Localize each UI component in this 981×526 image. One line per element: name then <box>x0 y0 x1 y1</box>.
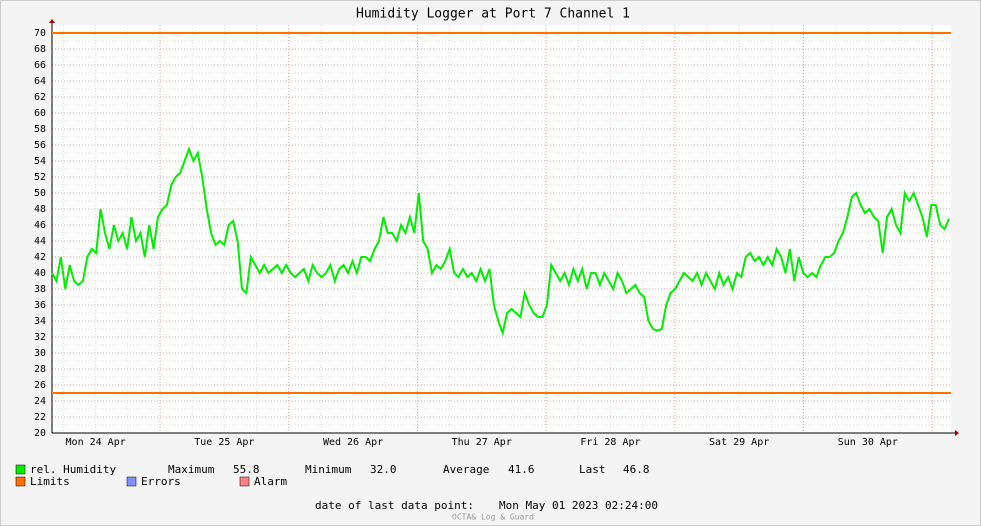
watermark: OCTA& Log & Guard <box>452 513 534 522</box>
x-tick-label: Fri 28 Apr <box>580 437 640 448</box>
y-tick-label: 44 <box>34 236 46 247</box>
y-tick-label: 22 <box>34 412 46 423</box>
legend-label: Alarm <box>254 475 287 488</box>
stat-value: 32.0 <box>370 463 397 476</box>
y-tick-label: 56 <box>34 140 46 151</box>
axis-arrow <box>49 19 55 23</box>
y-tick-label: 48 <box>34 204 46 215</box>
y-tick-label: 24 <box>34 396 46 407</box>
legend-swatch <box>15 464 26 475</box>
legend-swatch <box>239 476 250 487</box>
y-tick-label: 36 <box>34 300 46 311</box>
legend-label: Limits <box>30 475 70 488</box>
y-tick-label: 54 <box>34 156 46 167</box>
stat-name: Average <box>443 463 489 476</box>
plot-area <box>52 25 951 433</box>
y-tick-label: 70 <box>34 28 46 39</box>
y-tick-label: 50 <box>34 188 46 199</box>
x-tick-label: Thu 27 Apr <box>452 437 512 448</box>
y-tick-label: 64 <box>34 76 46 87</box>
y-tick-label: 62 <box>34 92 46 103</box>
stat-value: 55.8 <box>233 463 260 476</box>
stat-name: Minimum <box>305 463 352 476</box>
x-tick-label: Mon 24 Apr <box>66 437 126 448</box>
footer-date: Mon May 01 2023 02:24:00 <box>499 499 658 512</box>
x-tick-label: Sat 29 Apr <box>709 437 769 448</box>
x-tick-label: Sun 30 Apr <box>838 437 898 448</box>
legend-swatch <box>126 476 137 487</box>
y-tick-label: 26 <box>34 380 46 391</box>
y-tick-label: 68 <box>34 44 46 55</box>
data-line <box>51 146 950 337</box>
legend-label: rel. Humidity <box>30 463 116 476</box>
stat-value: 46.8 <box>623 463 650 476</box>
chart-title: Humidity Logger at Port 7 Channel 1 <box>356 7 630 22</box>
y-tick-label: 40 <box>34 268 46 279</box>
y-tick-label: 60 <box>34 108 46 119</box>
y-tick-label: 66 <box>34 60 46 71</box>
y-tick-label: 58 <box>34 124 46 135</box>
y-tick-label: 52 <box>34 172 46 183</box>
y-tick-label: 46 <box>34 220 46 231</box>
axis-arrow <box>955 430 959 436</box>
y-tick-label: 20 <box>34 428 46 439</box>
y-tick-label: 30 <box>34 348 46 359</box>
y-tick-label: 34 <box>34 316 46 327</box>
stat-name: Maximum <box>168 463 215 476</box>
y-tick-label: 28 <box>34 364 46 375</box>
footer-label: date of last data point: <box>315 499 474 512</box>
y-tick-label: 42 <box>34 252 46 263</box>
y-tick-label: 32 <box>34 332 46 343</box>
stat-name: Last <box>579 463 606 476</box>
x-tick-label: Wed 26 Apr <box>323 437 383 448</box>
y-tick-label: 38 <box>34 284 46 295</box>
legend-swatch <box>15 476 26 487</box>
stat-value: 41.6 <box>508 463 535 476</box>
x-tick-label: Tue 25 Apr <box>194 437 254 448</box>
legend-label: Errors <box>141 475 181 488</box>
